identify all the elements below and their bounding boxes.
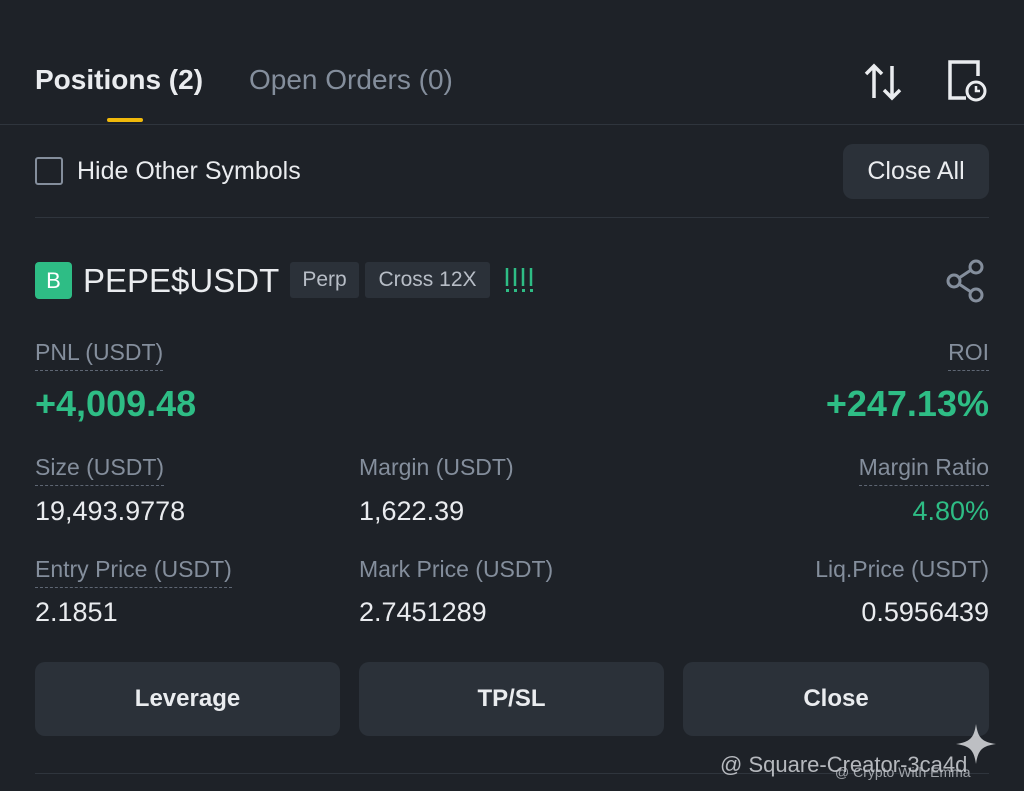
divider <box>0 124 1024 125</box>
pnl-label: PNL (USDT) <box>35 339 164 371</box>
field-label: Margin Ratio <box>858 454 989 486</box>
tag: Perp <box>290 262 359 298</box>
divider <box>35 773 989 774</box>
close-button[interactable]: Close <box>683 662 989 736</box>
sparkle-icon <box>956 724 996 764</box>
share-icon[interactable] <box>944 259 988 303</box>
tab-indicator <box>107 118 143 122</box>
field-value: 4.80% <box>912 496 989 526</box>
checkbox[interactable] <box>35 157 63 185</box>
divider <box>35 217 989 218</box>
field-label: Liq.Price (USDT) <box>815 556 989 582</box>
watermark: @ Square-Creator-3ca4d <box>720 752 968 777</box>
field-value: 19,493.9778 <box>35 496 186 526</box>
signal-icon <box>505 268 533 292</box>
leverage-button[interactable]: Leverage <box>35 662 340 736</box>
close-all-button[interactable]: Close All <box>843 144 989 199</box>
roi-value: +247.13% <box>825 383 989 424</box>
pnl-value: +4,009.48 <box>35 383 197 424</box>
tag: Cross 12X <box>365 262 490 298</box>
symbol[interactable]: PEPE$USDT <box>83 262 280 299</box>
field-value: 2.7451289 <box>359 597 487 627</box>
roi-label: ROI <box>948 339 989 371</box>
field-label: Mark Price (USDT) <box>359 556 554 582</box>
field-value: 2.1851 <box>35 597 118 627</box>
side-badge: B <box>35 262 72 299</box>
field-label: Margin (USDT) <box>359 454 514 480</box>
field-value: 0.5956439 <box>861 597 989 627</box>
sort-icon[interactable] <box>860 60 908 104</box>
field-label: Size (USDT) <box>35 454 165 486</box>
field-label: Entry Price (USDT) <box>35 556 232 588</box>
watermark: @ Crypto With Emma <box>835 764 971 780</box>
history-icon[interactable] <box>944 58 990 104</box>
tpsl-button[interactable]: TP/SL <box>359 662 664 736</box>
open-orders-tab[interactable]: Open Orders (0) <box>249 64 453 95</box>
positions-tab[interactable]: Positions (2) <box>35 64 204 95</box>
checkbox-label: Hide Other Symbols <box>77 157 301 185</box>
field-value: 1,622.39 <box>359 496 465 526</box>
